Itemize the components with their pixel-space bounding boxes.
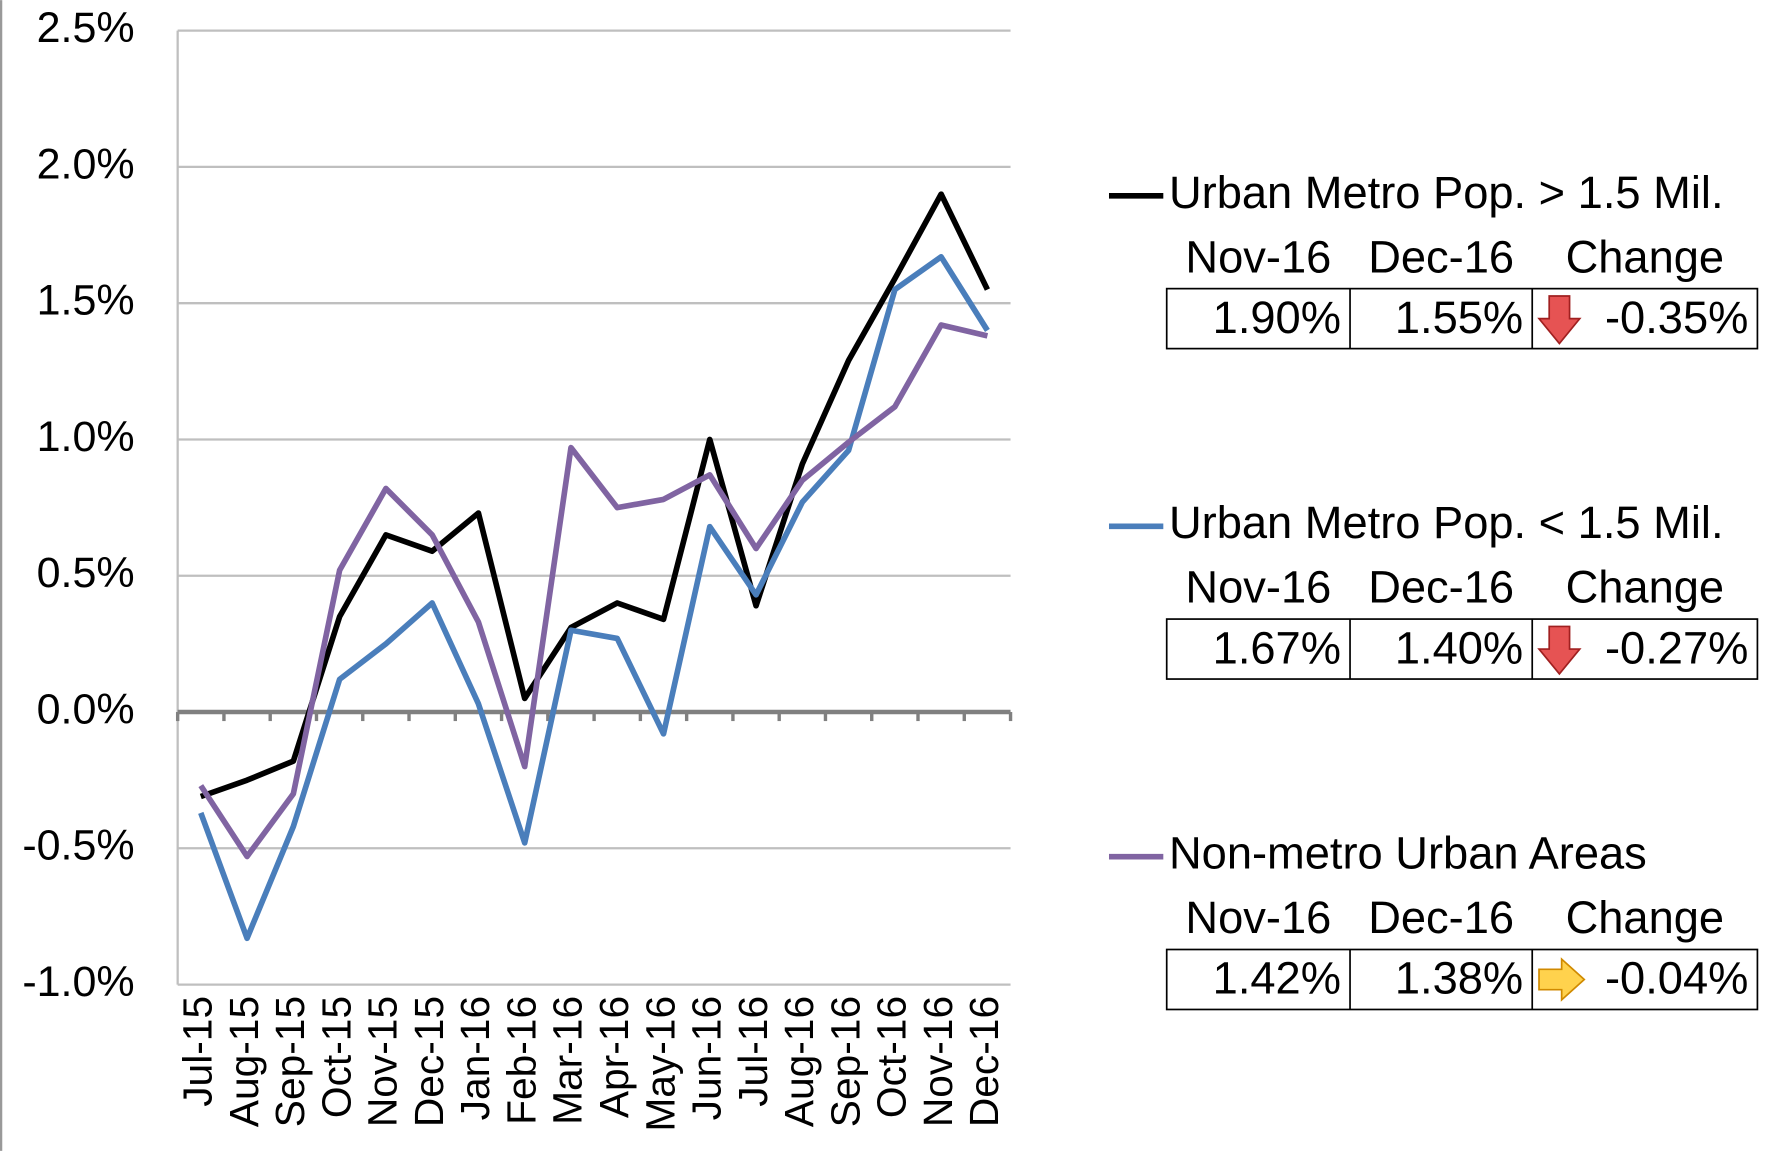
arrow-icon (1537, 295, 1582, 345)
x-tick-label: Apr-16 (591, 996, 637, 1118)
x-tick-label: May-16 (637, 996, 683, 1132)
x-tick-label: Aug-15 (221, 996, 267, 1127)
table-header: Dec-16 (1368, 892, 1514, 943)
table-cell: -0.27% (1605, 622, 1748, 673)
table-box (1165, 618, 1759, 680)
x-tick-label: Dec-16 (961, 996, 1007, 1127)
legend-label: Urban Metro Pop. > 1.5 Mil. (1169, 167, 1724, 218)
table-cell: 1.55% (1395, 292, 1523, 343)
series-line (198, 322, 989, 860)
x-tick-label: Jul-16 (730, 996, 776, 1107)
x-tick-label: Oct-15 (313, 996, 359, 1118)
table-cell: -0.35% (1605, 292, 1748, 343)
table-header: Change (1566, 231, 1725, 282)
table-cell: 1.40% (1395, 622, 1523, 673)
arrow-icon (1538, 957, 1586, 1002)
x-tick-label: Nov-15 (360, 996, 406, 1127)
table-cell: 1.67% (1213, 622, 1341, 673)
table-header: Change (1566, 892, 1725, 943)
x-tick-label: Nov-16 (915, 996, 961, 1127)
table-header: Dec-16 (1368, 231, 1514, 282)
series-line (198, 254, 990, 942)
y-tick-label: 2.5% (37, 4, 135, 52)
x-tick-label: Feb-16 (498, 996, 544, 1125)
y-tick-label: -0.5% (22, 822, 134, 870)
table-box (1165, 948, 1759, 1011)
table-cell: 1.42% (1213, 953, 1341, 1004)
series-line (199, 191, 990, 800)
y-tick-label: 1.0% (37, 413, 135, 461)
table-header: Change (1566, 562, 1725, 613)
y-tick-label: 2.0% (37, 140, 135, 188)
x-tick-label: Sep-15 (267, 996, 313, 1127)
x-tick-label: Aug-16 (776, 996, 822, 1127)
arrow-icon (1537, 625, 1582, 676)
legend-label: Non-metro Urban Areas (1169, 828, 1647, 879)
x-tick-label: Jul-15 (175, 996, 221, 1107)
table-cell: -0.04% (1605, 953, 1748, 1004)
table-cell: 1.38% (1395, 953, 1523, 1004)
table-header: Nov-16 (1185, 231, 1331, 282)
y-tick-label: -1.0% (22, 958, 134, 1006)
y-tick-label: 1.5% (37, 277, 135, 325)
x-tick-label: Sep-16 (822, 996, 868, 1127)
table-header: Nov-16 (1185, 892, 1331, 943)
legend-label: Urban Metro Pop. < 1.5 Mil. (1169, 497, 1724, 548)
x-tick-label: Mar-16 (545, 996, 591, 1125)
x-tick-label: Oct-16 (869, 996, 915, 1118)
table-header: Nov-16 (1185, 562, 1331, 613)
table-box (1165, 287, 1759, 350)
table-cell: 1.90% (1213, 292, 1341, 343)
y-tick-label: 0.0% (37, 685, 135, 733)
y-tick-label: 0.5% (37, 549, 135, 597)
x-tick-label: Jan-16 (452, 996, 498, 1121)
table-header: Dec-16 (1368, 562, 1514, 613)
x-tick-label: Jun-16 (684, 996, 730, 1121)
x-tick-label: Dec-15 (406, 996, 452, 1127)
